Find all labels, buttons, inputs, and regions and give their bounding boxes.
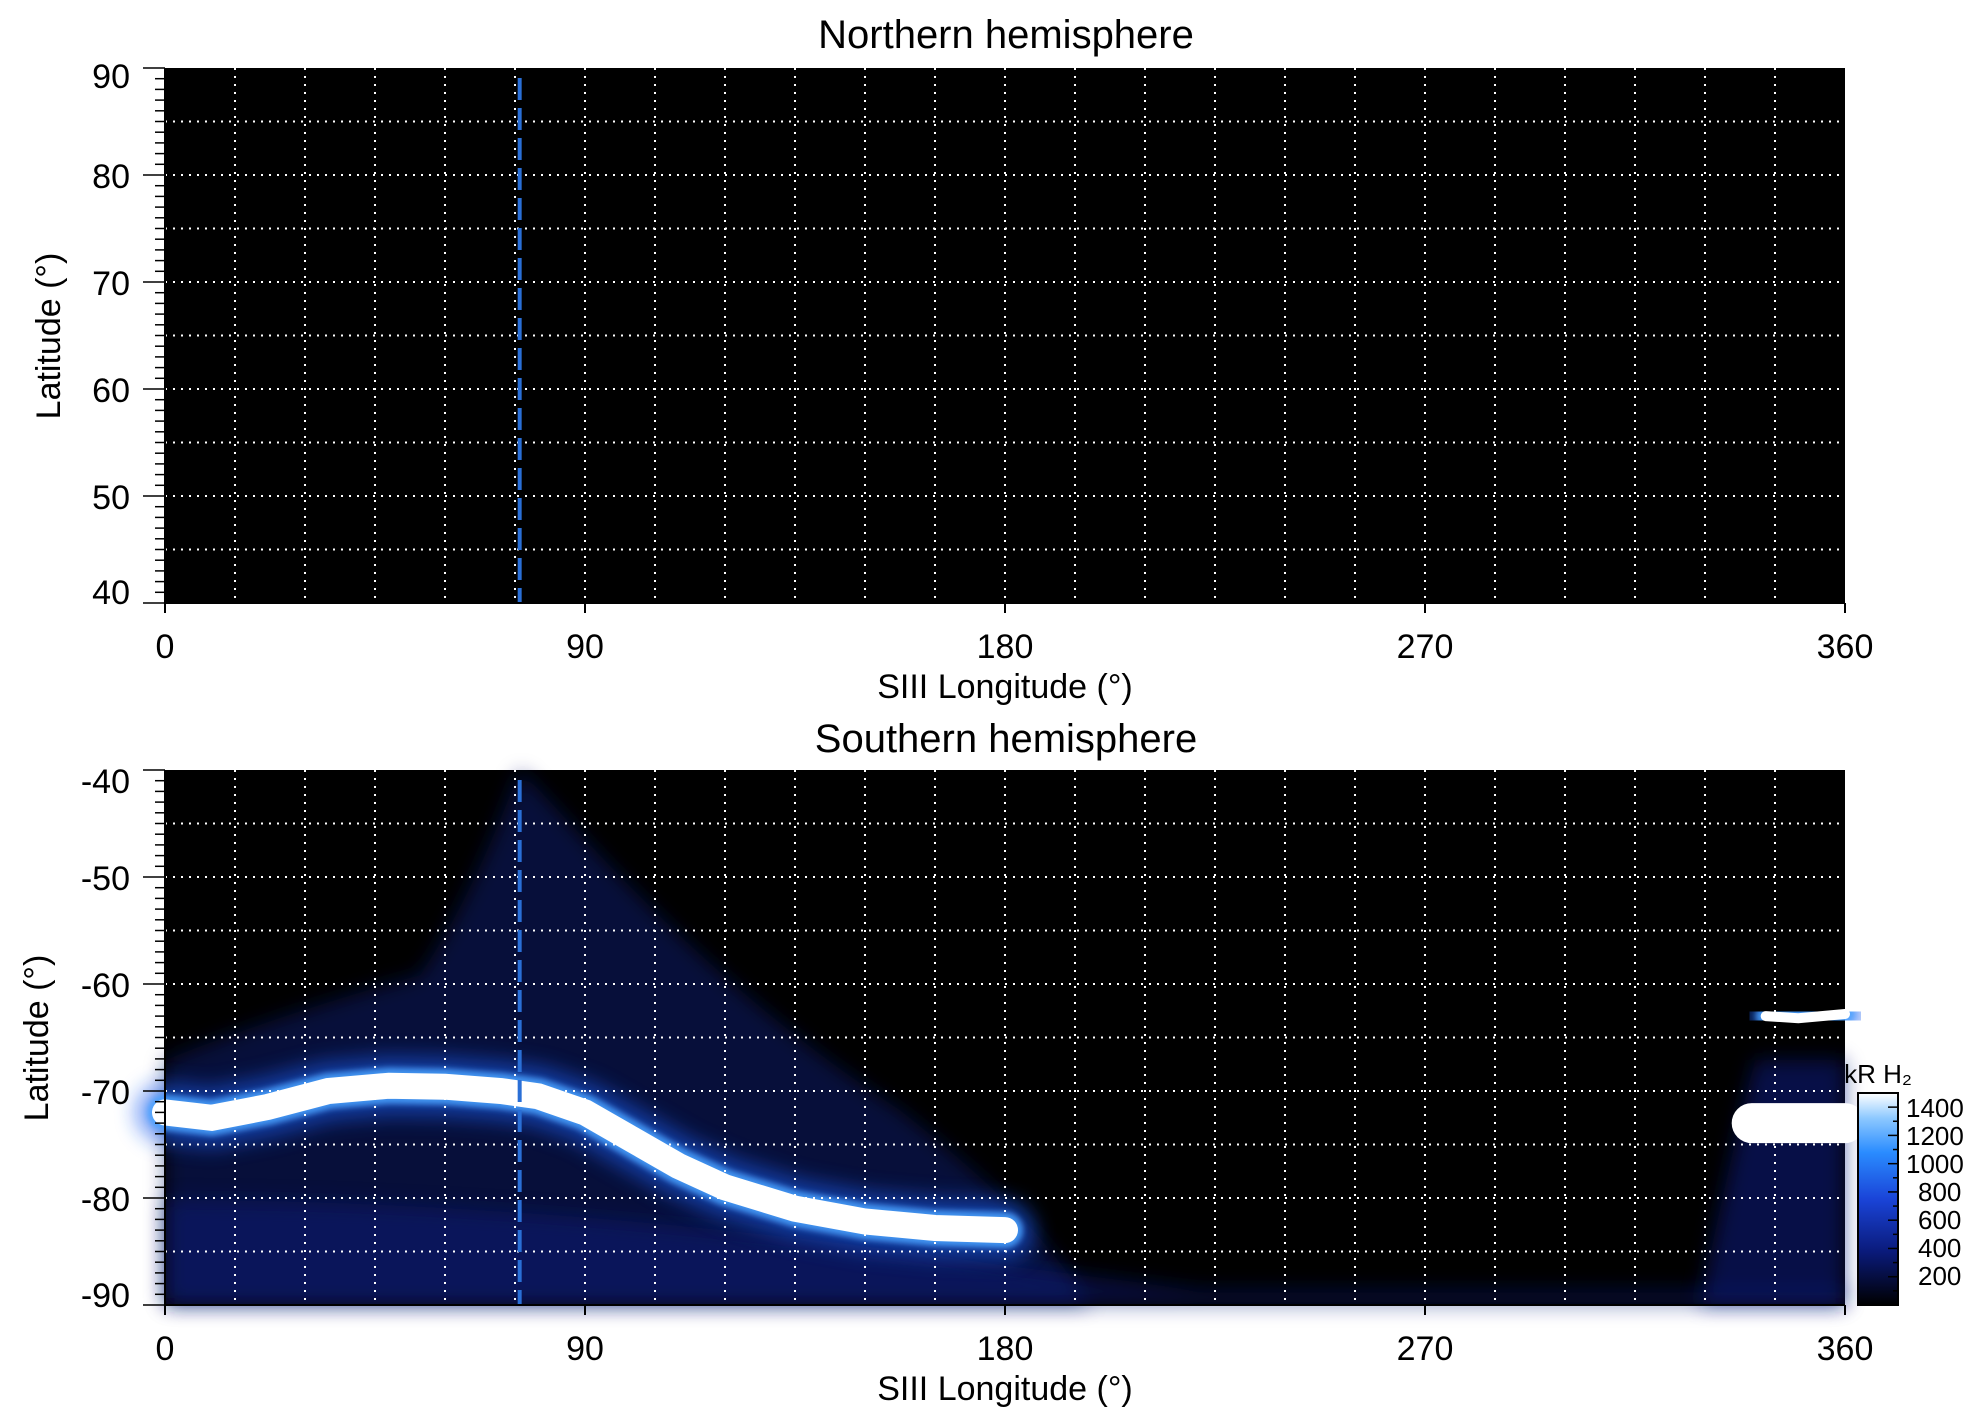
south-y-label: Latitude (°) [18,955,56,1122]
north-x-tick-90: 90 [566,628,604,666]
south-title: Southern hemisphere [815,717,1197,761]
north-x-tick-0: 0 [156,628,175,666]
colorbar-tick-1400: 1400 [1906,1093,1964,1123]
north-y-tick-60: 60 [92,372,130,410]
emission-upper-arc-right [1760,1009,1850,1024]
colorbar-tick-200: 200 [1918,1261,1961,1291]
south-x-tick-180: 180 [977,1330,1034,1368]
north-x-label: SIII Longitude (°) [877,668,1133,706]
colorbar-label: kR H₂ [1844,1059,1912,1089]
north-x-tick-180: 180 [977,628,1034,666]
south-emission-bands [135,992,1882,1261]
north-y-tick-80: 80 [92,158,130,196]
south-x-tick-90: 90 [566,1330,604,1368]
north-y-tick-40: 40 [92,574,130,612]
south-grid [165,770,1845,1305]
south-y-tick-m40: -40 [81,763,130,801]
emission-main-oval [152,1072,1018,1244]
south-x-label: SIII Longitude (°) [877,1370,1133,1408]
north-x-tick-270: 270 [1397,628,1454,666]
colorbar-ramp [1857,1092,1899,1306]
north-y-label: Latitude (°) [30,253,68,420]
south-x-tick-0: 0 [156,1330,175,1368]
south-y-tick-m90: -90 [81,1277,130,1315]
south-y-tick-m80: -80 [81,1181,130,1219]
north-axes [143,67,1846,613]
colorbar: kR H₂ 1400 1200 1000 800 600 400 200 [1844,1059,1964,1306]
colorbar-tick-800: 800 [1918,1177,1961,1207]
panel-north: Northern hemisphere 0 90 180 270 360 90 … [30,13,1873,706]
north-grid [165,68,1845,603]
north-y-tick-70: 70 [92,265,130,303]
colorbar-tick-1200: 1200 [1906,1121,1964,1151]
south-y-tick-m60: -60 [81,967,130,1005]
colorbar-tick-marks [1888,1106,1898,1292]
colorbar-tick-400: 400 [1918,1233,1961,1263]
colorbar-tick-600: 600 [1918,1205,1961,1235]
south-axes [143,769,1846,1315]
north-title: Northern hemisphere [818,13,1194,57]
north-x-tick-360: 360 [1817,628,1874,666]
south-y-tick-m70: -70 [81,1074,130,1112]
south-y-tick-m50: -50 [81,860,130,898]
north-y-tick-50: 50 [92,479,130,517]
colorbar-tick-1000: 1000 [1906,1149,1964,1179]
south-x-tick-360: 360 [1817,1330,1874,1368]
north-y-tick-90: 90 [92,58,130,96]
south-x-tick-270: 270 [1397,1330,1454,1368]
panel-south: Southern hemisphere 0 90 180 270 360 -40… [18,717,1882,1408]
